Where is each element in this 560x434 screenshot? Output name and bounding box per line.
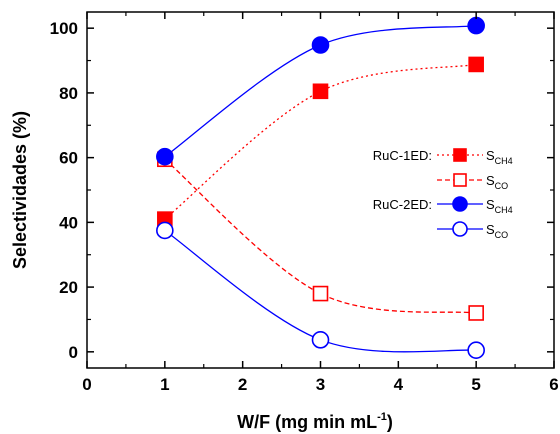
x-tick-label: 6 [549, 375, 558, 394]
x-tick-label: 5 [471, 375, 480, 394]
series-point-1 [312, 285, 329, 302]
legend-marker [453, 173, 467, 187]
legend-group-label: RuC-1ED: [373, 148, 432, 163]
x-axis-title-superscript: -1 [377, 411, 387, 423]
y-tick-label: 20 [59, 278, 78, 297]
legend-label-subscript: CO [495, 181, 509, 191]
legend-label: SCH4 [486, 148, 513, 166]
series-markers [156, 16, 485, 360]
series-line-1 [164, 158, 477, 314]
legend-marker [452, 221, 468, 237]
x-tick-label: 1 [160, 375, 169, 394]
legend-label: SCH4 [486, 197, 513, 215]
y-tick-label: 40 [59, 213, 78, 232]
legend-group-label: RuC-2ED: [373, 197, 432, 212]
x-tick-label: 3 [316, 375, 325, 394]
legend: RuC-1ED: SCH4 SCO RuC-2ED: SCH4 SCO [373, 148, 513, 240]
x-tick-label: 0 [82, 375, 91, 394]
y-tick-label: 100 [50, 19, 78, 38]
series-point-0 [312, 83, 329, 100]
y-axis-title: Selectividades (%) [10, 111, 30, 269]
legend-label-subscript: CH4 [495, 156, 513, 166]
series-point-3 [311, 331, 330, 349]
x-axis-title: W/F (mg min mL-1) [237, 411, 393, 432]
legend-label-subscript: CO [495, 230, 509, 240]
y-tick-label: 80 [59, 84, 78, 103]
x-tick-label: 2 [238, 375, 247, 394]
x-tick-label: 4 [394, 375, 404, 394]
series-point-0 [468, 56, 484, 73]
y-tick-label: 0 [69, 343, 78, 362]
legend-marker [453, 148, 467, 162]
y-tick-label: 60 [59, 149, 78, 168]
legend-label: SCO [486, 222, 508, 240]
series-point-1 [468, 305, 484, 321]
series-curves [164, 24, 477, 353]
series-point-2 [467, 16, 485, 35]
legend-label: SCO [486, 173, 508, 191]
series-point-3 [467, 341, 485, 360]
series-point-3 [156, 221, 174, 240]
series-point-2 [311, 36, 330, 54]
legend-label-subscript: CH4 [495, 205, 513, 215]
series-point-2 [156, 147, 174, 166]
legend-marker [452, 196, 468, 212]
